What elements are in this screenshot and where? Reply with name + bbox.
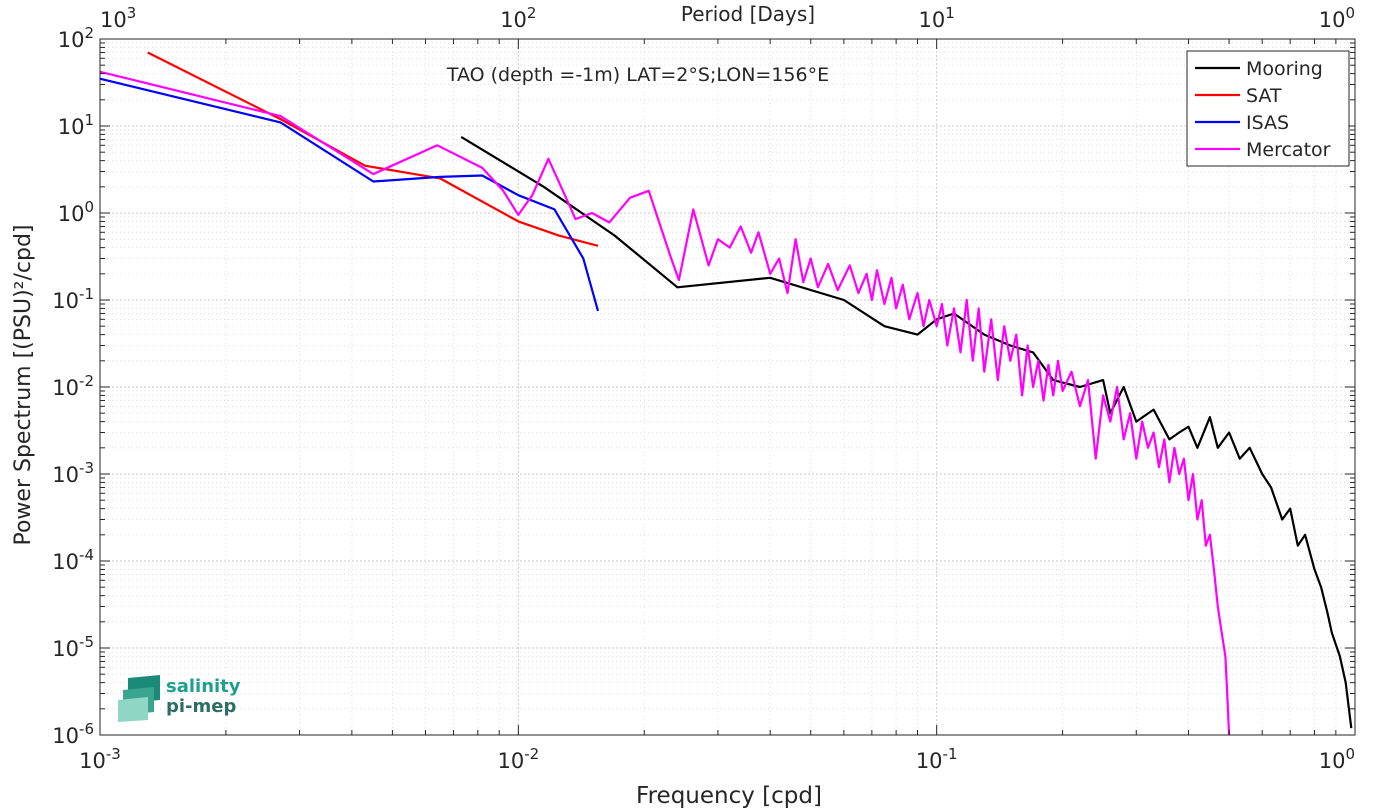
y-tick-label: 10-6 (52, 720, 94, 748)
top-tick-label: 102 (500, 4, 536, 32)
y-tick-label: 10-2 (52, 372, 94, 400)
series-line-isas (99, 77, 600, 312)
chart-title: TAO (depth =-1m) LAT=2°S;LON=156°E (446, 64, 829, 86)
legend-label-sat: SAT (1246, 85, 1282, 107)
series-layer (99, 51, 1353, 736)
y-tick-label: 10-1 (52, 285, 94, 313)
y-tick-label: 101 (58, 111, 94, 139)
y-tick-label: 10-3 (52, 459, 94, 487)
top-tick-label: 103 (100, 4, 136, 32)
logo-text-line2: pi-mep (166, 696, 236, 717)
y-axis-label: Power Spectrum [(PSU)²/cpd] (11, 224, 36, 545)
salinity-pimep-logo: salinity pi-mep (118, 675, 241, 722)
top-axis-label: Period [Days] (681, 2, 815, 26)
logo-wave-front (118, 697, 148, 722)
y-tick-label: 100 (58, 198, 94, 226)
x-axis-label: Frequency [cpd] (636, 783, 822, 809)
series-line-sat (147, 51, 599, 247)
legend-label-mooring: Mooring (1246, 58, 1323, 80)
x-tick-label: 10-2 (497, 745, 539, 773)
x-tick-label: 10-3 (79, 745, 121, 773)
top-tick-label: 100 (1319, 4, 1355, 32)
x-tick-label: 100 (1319, 745, 1355, 773)
series-line-mooring (460, 135, 1353, 729)
legend-label-isas: ISAS (1246, 112, 1289, 134)
legend-box (1186, 50, 1350, 167)
series-line-mercator (99, 70, 1231, 736)
legend-label-mercator: Mercator (1246, 139, 1331, 161)
logo-text-line1: salinity (166, 676, 241, 697)
tick-marks (99, 38, 1356, 736)
y-tick-label: 102 (58, 24, 94, 52)
y-tick-label: 10-4 (52, 546, 94, 574)
top-tick-label: 101 (919, 4, 955, 32)
y-tick-label: 10-5 (52, 633, 94, 661)
legend: Mooring SAT ISAS Mercator (1186, 50, 1350, 167)
x-tick-label: 10-1 (916, 745, 958, 773)
